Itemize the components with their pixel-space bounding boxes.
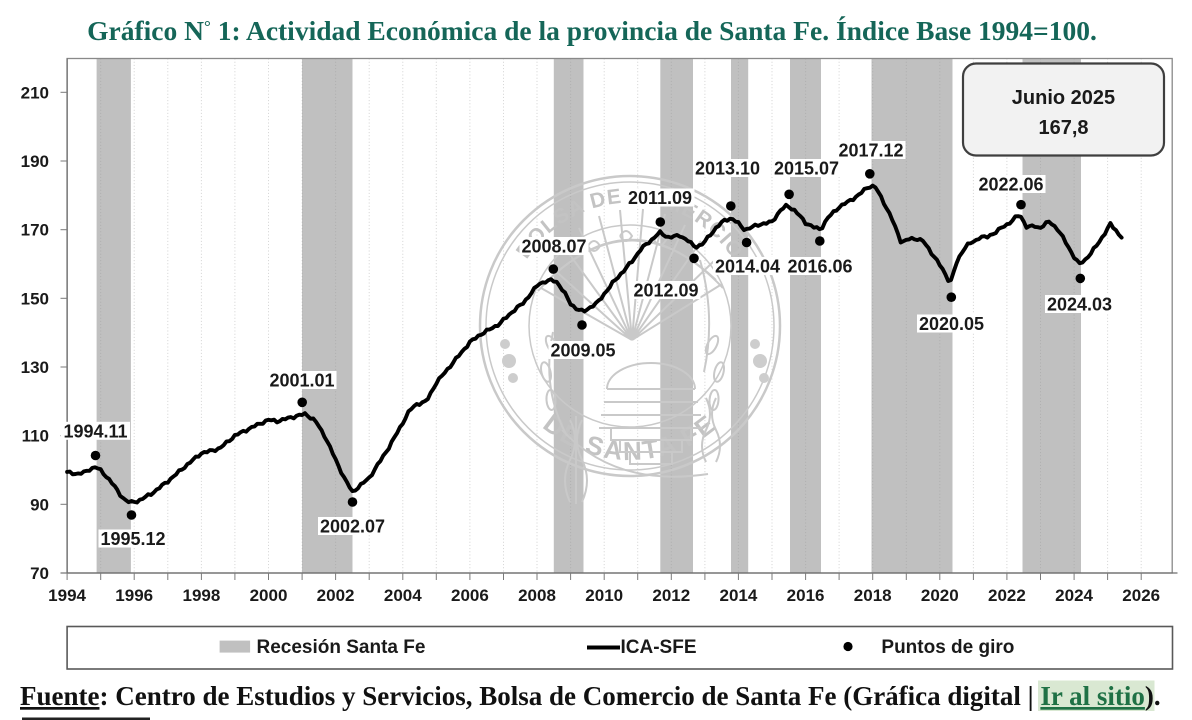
svg-text:2006: 2006 <box>451 586 489 605</box>
svg-text:1998: 1998 <box>182 586 220 605</box>
svg-text:2012.09: 2012.09 <box>633 281 698 301</box>
svg-text:2022.06: 2022.06 <box>978 175 1043 195</box>
svg-text:2015.07: 2015.07 <box>774 159 839 179</box>
svg-text:2024.03: 2024.03 <box>1047 295 1112 315</box>
svg-text:2008.07: 2008.07 <box>521 237 586 257</box>
svg-text:2013.10: 2013.10 <box>695 159 760 179</box>
svg-text:2011.09: 2011.09 <box>628 188 692 208</box>
svg-text:2012: 2012 <box>652 586 690 605</box>
svg-text:2009.05: 2009.05 <box>550 341 615 361</box>
svg-text:2020: 2020 <box>921 586 959 605</box>
svg-text:70: 70 <box>30 564 49 583</box>
svg-text:Junio 2025: Junio 2025 <box>1012 87 1115 109</box>
svg-text:2020.05: 2020.05 <box>919 314 984 334</box>
svg-text:170: 170 <box>21 221 49 240</box>
svg-text:2017.12: 2017.12 <box>838 141 903 161</box>
svg-text:1994.11: 1994.11 <box>63 421 127 441</box>
svg-text:190: 190 <box>21 152 49 171</box>
svg-text:167,8: 167,8 <box>1038 117 1088 139</box>
svg-text:Fuente: Centro de Estudios y S: Fuente: Centro de Estudios y Servicios, … <box>20 681 1161 711</box>
svg-text:2024: 2024 <box>1055 586 1093 605</box>
svg-text:150: 150 <box>21 289 49 308</box>
svg-text:2022: 2022 <box>988 586 1026 605</box>
svg-text:2014.04: 2014.04 <box>715 257 780 277</box>
svg-text:2016.06: 2016.06 <box>787 257 852 277</box>
svg-text:2026: 2026 <box>1122 586 1160 605</box>
svg-text:Recesión Santa Fe: Recesión Santa Fe <box>257 637 426 658</box>
svg-text:210: 210 <box>21 83 49 102</box>
svg-text:2018: 2018 <box>854 586 892 605</box>
svg-text:2016: 2016 <box>787 586 825 605</box>
svg-text:2000: 2000 <box>250 586 288 605</box>
svg-text:Gráfico N° 1: Actividad Económ: Gráfico N° 1: Actividad Económica de la … <box>87 15 1097 46</box>
svg-text:2008: 2008 <box>518 586 556 605</box>
svg-text:110: 110 <box>22 427 49 446</box>
svg-text:Puntos de giro: Puntos de giro <box>881 637 1014 658</box>
svg-text:ICA-SFE: ICA-SFE <box>621 637 697 658</box>
svg-text:2002: 2002 <box>317 586 355 605</box>
svg-text:90: 90 <box>30 495 49 514</box>
svg-text:1994: 1994 <box>48 586 86 605</box>
svg-text:2010: 2010 <box>585 586 623 605</box>
svg-text:130: 130 <box>21 358 49 377</box>
svg-text:1995.12: 1995.12 <box>100 529 165 549</box>
svg-text:2001.01: 2001.01 <box>269 371 334 391</box>
svg-text:2014: 2014 <box>719 586 757 605</box>
svg-text:2004: 2004 <box>384 586 422 605</box>
svg-text:2002.07: 2002.07 <box>320 517 385 537</box>
svg-text:1996: 1996 <box>115 586 153 605</box>
